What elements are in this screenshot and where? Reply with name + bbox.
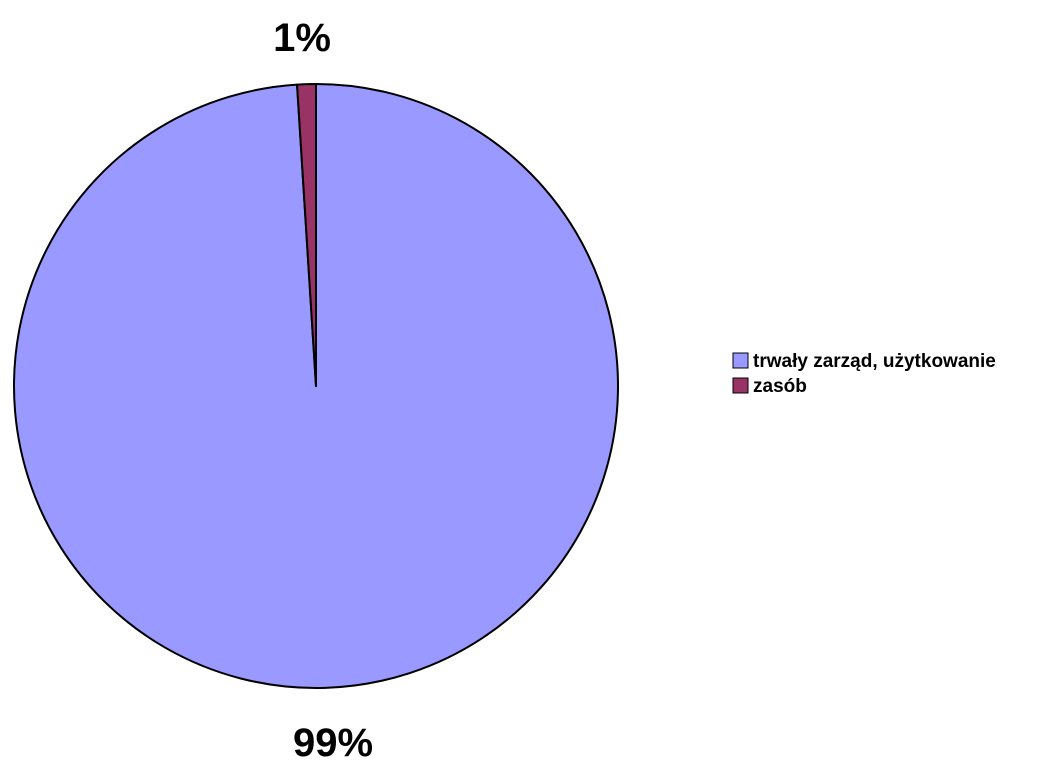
pie-data-labels: 99% 1% bbox=[273, 16, 373, 765]
pie-slices bbox=[13, 83, 619, 689]
legend-label-zasob: zasób bbox=[753, 376, 807, 397]
pie-slice-zasob bbox=[296, 83, 317, 387]
legend-swatch-trwaly-zarzad bbox=[732, 352, 749, 369]
legend-item-zasob: zasób bbox=[732, 376, 807, 397]
legend-label-trwaly-zarzad: trwały zarząd, użytkowanie bbox=[753, 351, 996, 372]
legend-item-trwaly-zarzad: trwały zarząd, użytkowanie bbox=[732, 351, 996, 372]
data-label-trwaly-zarzad: 99% bbox=[293, 721, 373, 760]
legend-swatch-zasob bbox=[732, 377, 749, 394]
data-label-zasob: 1% bbox=[273, 16, 331, 60]
legend: trwały zarząd, użytkowanie zasób bbox=[732, 351, 996, 397]
